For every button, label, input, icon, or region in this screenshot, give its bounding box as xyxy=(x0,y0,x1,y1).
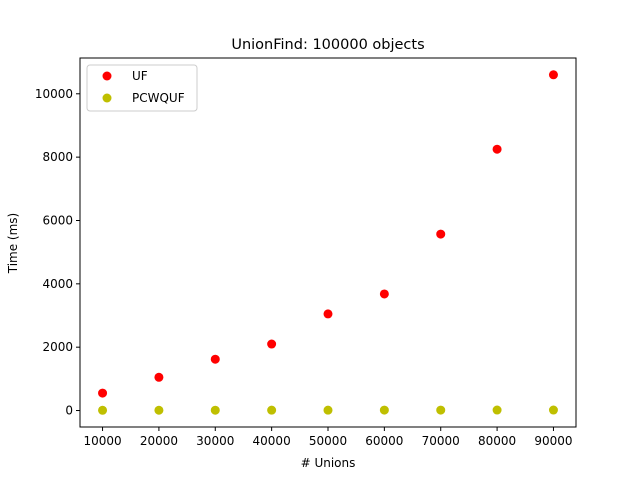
data-point-pcwquf xyxy=(548,405,558,415)
chart-title: UnionFind: 100000 objects xyxy=(231,37,424,53)
plot-area xyxy=(98,70,558,415)
y-tick-label: 2000 xyxy=(42,340,73,354)
data-point-pcwquf xyxy=(323,405,333,415)
x-tick-label: 30000 xyxy=(196,434,234,448)
x-tick-label: 80000 xyxy=(478,434,516,448)
data-point-uf xyxy=(323,309,333,319)
data-point-pcwquf xyxy=(379,405,389,415)
x-tick-label: 60000 xyxy=(365,434,403,448)
legend-label-uf: UF xyxy=(132,69,148,83)
data-point-pcwquf xyxy=(98,405,108,415)
legend: UF PCWQUF xyxy=(86,64,198,112)
data-point-uf xyxy=(436,229,446,239)
data-point-pcwquf xyxy=(154,405,164,415)
data-point-uf xyxy=(98,388,108,398)
data-point-pcwquf xyxy=(492,405,502,415)
data-point-pcwquf xyxy=(436,405,446,415)
x-tick-label: 10000 xyxy=(83,434,121,448)
legend-marker-uf xyxy=(102,71,112,81)
data-point-uf xyxy=(492,144,502,154)
data-point-pcwquf xyxy=(267,405,277,415)
data-point-uf xyxy=(548,70,558,80)
data-point-uf xyxy=(154,372,164,382)
x-tick-label: 50000 xyxy=(309,434,347,448)
legend-label-pcwquf: PCWQUF xyxy=(132,91,185,105)
y-tick-label: 10000 xyxy=(35,87,73,101)
data-point-pcwquf xyxy=(210,405,220,415)
y-axis-label: Time (ms) xyxy=(6,213,20,275)
x-tick-label: 90000 xyxy=(534,434,572,448)
x-tick-label: 40000 xyxy=(253,434,291,448)
legend-marker-pcwquf xyxy=(102,93,112,103)
y-tick-label: 8000 xyxy=(42,150,73,164)
y-tick-label: 0 xyxy=(65,404,73,418)
data-point-uf xyxy=(210,354,220,364)
data-point-uf xyxy=(267,339,277,349)
data-point-uf xyxy=(379,289,389,299)
x-axis-label: # Unions xyxy=(301,456,356,470)
y-tick-label: 6000 xyxy=(42,213,73,227)
legend-box xyxy=(86,64,198,112)
axes: 10000 20000 30000 40000 50000 60000 70000 80000… xyxy=(35,57,577,448)
x-tick-label: 20000 xyxy=(140,434,178,448)
x-tick-label: 70000 xyxy=(422,434,460,448)
y-tick-label: 4000 xyxy=(42,277,73,291)
